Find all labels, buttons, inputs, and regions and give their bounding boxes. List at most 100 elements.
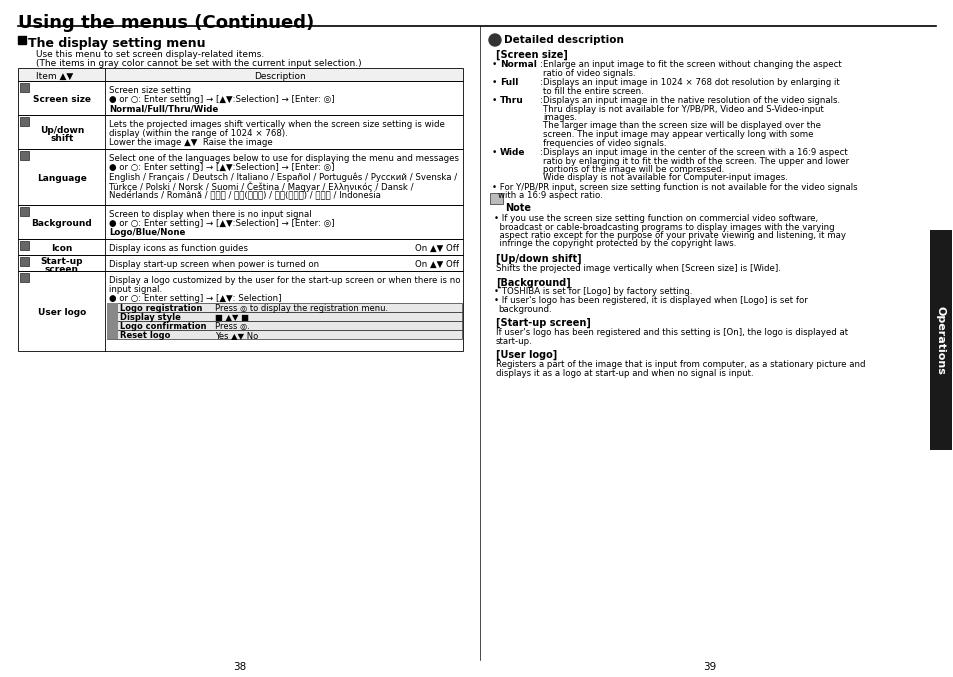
Bar [18, 115, 462, 149]
Text: Lets the projected images shift vertically when the screen size setting is wide: Lets the projected images shift vertical… [109, 120, 444, 129]
Text: Shifts the projected image vertically when [Screen size] is [Wide].: Shifts the projected image vertically wh… [496, 264, 781, 273]
Text: 39: 39 [702, 662, 716, 672]
Text: •: • [492, 96, 497, 105]
Text: Note: Note [504, 203, 531, 213]
Text: screen: screen [45, 265, 79, 274]
Text: Registers a part of the image that is input from computer, as a stationary pictu: Registers a part of the image that is in… [496, 360, 864, 369]
Text: aspect ratio except for the purpose of your private viewing and listening, it ma: aspect ratio except for the purpose of y… [494, 231, 845, 240]
Text: Start-up: Start-up [41, 257, 83, 266]
Bar [107, 312, 118, 321]
Bar [20, 207, 29, 216]
Text: Icon: Icon [51, 244, 72, 253]
Bar [20, 117, 29, 126]
Text: Using the menus (Continued): Using the menus (Continued) [18, 14, 314, 32]
Text: screen. The input image may appear vertically long with some: screen. The input image may appear verti… [542, 130, 813, 139]
Text: If user's logo has been registered and this setting is [On], the logo is display: If user's logo has been registered and t… [496, 328, 847, 337]
Bar [107, 330, 118, 339]
Bar [107, 303, 118, 312]
Text: (The items in gray color cannot be set with the current input selection.): (The items in gray color cannot be set w… [36, 59, 361, 68]
Text: images.: images. [542, 113, 577, 122]
Bar [20, 257, 29, 266]
Text: Türkçe / Polski / Norsk / Suomi / Čeština / Magyar / Ελληνικός / Dansk /: Türkçe / Polski / Norsk / Suomi / Češtin… [109, 181, 413, 192]
Bar [929, 230, 951, 450]
Text: Normal/Full/Thru/Wide: Normal/Full/Thru/Wide [109, 104, 218, 113]
Text: [Start-up screen]: [Start-up screen] [496, 318, 590, 328]
Text: to fill the entire screen.: to fill the entire screen. [542, 87, 643, 95]
Bar [20, 241, 29, 250]
Bar [18, 68, 462, 81]
Text: Operations: Operations [935, 305, 945, 374]
Text: Background: Background [31, 219, 92, 228]
Text: • For Y/PB/PR input, screen size setting function is not available for the video: • For Y/PB/PR input, screen size setting… [492, 183, 857, 192]
Text: :: : [539, 148, 542, 157]
Text: Displays an input image in the native resolution of the video signals.: Displays an input image in the native re… [542, 96, 840, 105]
Circle shape [489, 34, 500, 46]
Bar [20, 83, 29, 92]
Text: 38: 38 [233, 662, 247, 672]
Text: displays it as a logo at start-up and when no signal is input.: displays it as a logo at start-up and wh… [496, 368, 753, 378]
Text: The larger image than the screen size will be displayed over the: The larger image than the screen size wi… [542, 121, 821, 131]
Text: Display icons as function guides: Display icons as function guides [109, 244, 248, 253]
Text: On ▲▼ Off: On ▲▼ Off [415, 244, 458, 253]
Bar [18, 81, 462, 115]
Text: •: • [492, 78, 497, 87]
Text: background.: background. [497, 305, 551, 313]
Text: ● or ○: Enter setting] → [▲▼:Selection] → [Enter: ◎]: ● or ○: Enter setting] → [▲▼:Selection] … [109, 95, 335, 104]
Text: frequencies of video signals.: frequencies of video signals. [542, 139, 666, 148]
Text: Displays an input image in the center of the screen with a 16:9 aspect: Displays an input image in the center of… [542, 148, 847, 157]
Text: [Screen size]: [Screen size] [496, 50, 567, 60]
Text: with a 16:9 aspect ratio.: with a 16:9 aspect ratio. [497, 192, 602, 200]
Text: infringe the copyright protected by the copyright laws.: infringe the copyright protected by the … [494, 240, 736, 248]
Bar [18, 239, 462, 255]
Text: English / Français / Deutsch / Italiano / Español / Português / Русский / Svensk: English / Français / Deutsch / Italiano … [109, 172, 456, 181]
Text: Display style: Display style [120, 313, 181, 322]
Text: The display setting menu: The display setting menu [28, 37, 205, 50]
Text: :: : [539, 60, 542, 69]
Text: Yes ▲▼ No: Yes ▲▼ No [214, 331, 258, 340]
Text: Press ◎ to display the registration menu.: Press ◎ to display the registration menu… [214, 304, 388, 313]
Text: Description: Description [253, 72, 306, 81]
Text: Displays an input image in 1024 × 768 dot resolution by enlarging it: Displays an input image in 1024 × 768 do… [542, 78, 839, 87]
Text: ratio by enlarging it to fit the width of the screen. The upper and lower: ratio by enlarging it to fit the width o… [542, 156, 848, 165]
Bar [18, 255, 462, 271]
Text: ● or ○: Enter setting] → [▲▼:Selection] → [Enter: ◎]: ● or ○: Enter setting] → [▲▼:Selection] … [109, 163, 335, 172]
Text: •: • [492, 60, 497, 69]
Text: broadcast or cable-broadcasting programs to display images with the varying: broadcast or cable-broadcasting programs… [494, 223, 834, 232]
Bar [18, 36, 26, 44]
Text: ratio of video signals.: ratio of video signals. [542, 68, 635, 77]
Text: ● or ○: Enter setting] → [▲▼:Selection] → [Enter: ◎]: ● or ○: Enter setting] → [▲▼:Selection] … [109, 219, 335, 228]
Text: Enlarge an input image to fit the screen without changing the aspect: Enlarge an input image to fit the screen… [542, 60, 841, 69]
Text: Up/down: Up/down [40, 126, 84, 135]
Text: Thru: Thru [499, 96, 523, 105]
Text: Detailed description: Detailed description [503, 35, 623, 45]
Bar [18, 149, 462, 205]
Text: Wide: Wide [499, 148, 525, 157]
Text: Logo registration: Logo registration [120, 304, 202, 313]
Bar [107, 303, 461, 312]
Text: Screen size: Screen size [33, 95, 91, 104]
Text: :: : [539, 78, 542, 87]
Text: Language: Language [37, 174, 87, 183]
Text: Logo/Blue/None: Logo/Blue/None [109, 228, 185, 237]
Text: Full: Full [499, 78, 517, 87]
Text: Item ▲▼: Item ▲▼ [36, 72, 73, 81]
Text: Display a logo customized by the user for the start-up screen or when there is n: Display a logo customized by the user fo… [109, 276, 460, 285]
Text: shift: shift [51, 134, 73, 143]
Text: Select one of the languages below to use for displaying the menu and messages: Select one of the languages below to use… [109, 154, 458, 163]
Bar [107, 312, 461, 321]
Text: Reset logo: Reset logo [120, 331, 171, 340]
Text: display (within the range of 1024 × 768).: display (within the range of 1024 × 768)… [109, 129, 288, 138]
Text: Lower the image ▲▼  Raise the image: Lower the image ▲▼ Raise the image [109, 138, 273, 147]
Bar [107, 321, 118, 330]
Bar [107, 321, 461, 330]
Text: portions of the image will be compressed.: portions of the image will be compressed… [542, 165, 723, 174]
Text: ● or ○: Enter setting] → [▲▼: Selection]: ● or ○: Enter setting] → [▲▼: Selection] [109, 294, 281, 303]
Text: [Background]: [Background] [496, 278, 570, 288]
Text: Nederlands / Română / 日本語 / 中文(简体字) / 中文(繁體字) / 한국어 / Indonesia: Nederlands / Română / 日本語 / 中文(简体字) / 中文… [109, 190, 380, 199]
Text: start-up.: start-up. [496, 336, 532, 345]
Text: [User logo]: [User logo] [496, 350, 557, 360]
Text: User logo: User logo [38, 308, 86, 317]
Text: Display start-up screen when power is turned on: Display start-up screen when power is tu… [109, 260, 319, 269]
Text: Screen size setting: Screen size setting [109, 86, 191, 95]
Bar [20, 151, 29, 160]
